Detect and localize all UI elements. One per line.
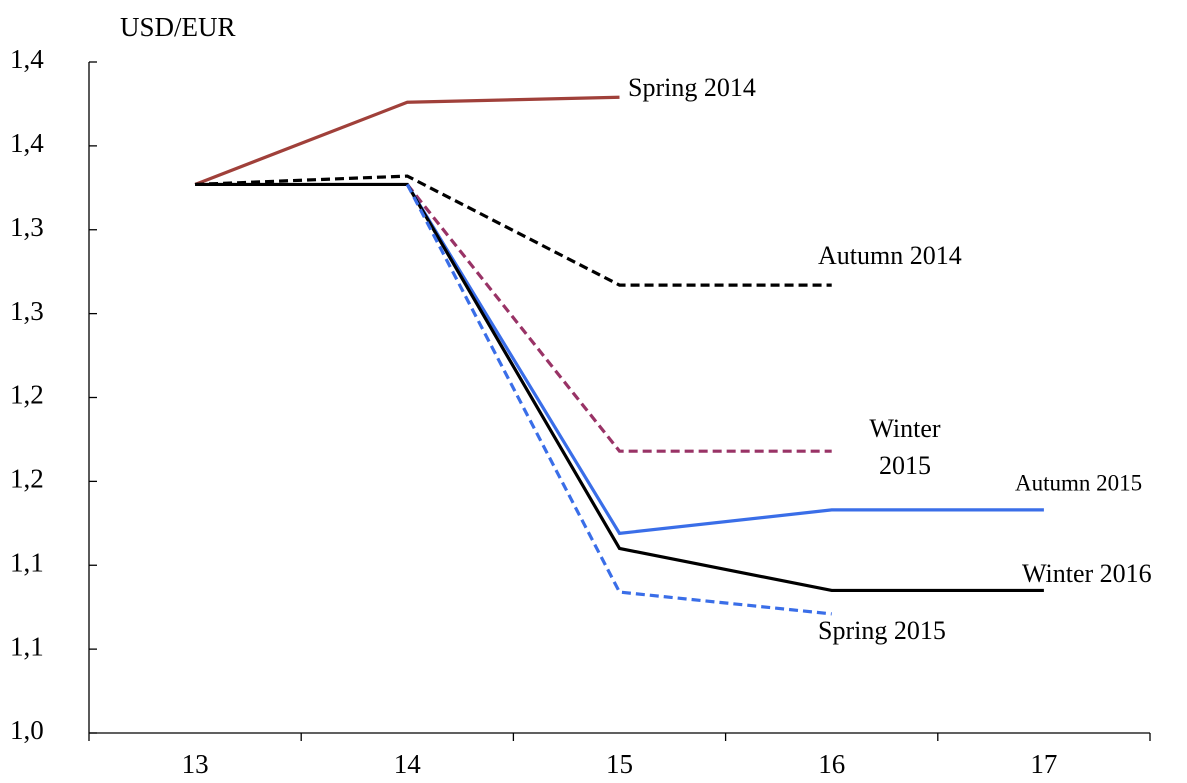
y-tick-label: 1,2 bbox=[10, 464, 44, 494]
y-tick-label: 1,4 bbox=[10, 44, 44, 74]
y-tick-label: 1,3 bbox=[10, 212, 44, 242]
series-line bbox=[405, 183, 1044, 536]
y-tick-label: 1,4 bbox=[10, 128, 44, 158]
x-tick-label: 14 bbox=[394, 749, 422, 779]
series-line bbox=[406, 183, 832, 453]
series-line bbox=[194, 95, 620, 186]
y-tick-label: 1,2 bbox=[10, 380, 44, 410]
series-line bbox=[195, 174, 832, 287]
x-tick-label: 16 bbox=[818, 749, 845, 779]
y-tick-label: 1,1 bbox=[10, 547, 44, 577]
series-label: Spring 2014 bbox=[628, 73, 756, 102]
y-tick-label: 1,1 bbox=[10, 631, 44, 661]
y-tick-label: 1,3 bbox=[10, 296, 44, 326]
series-line bbox=[195, 182, 1044, 593]
series-label: Autumn 2014 bbox=[818, 241, 962, 270]
x-tick-label: 13 bbox=[182, 749, 209, 779]
series-label-box: Winter 2015 bbox=[869, 414, 941, 480]
series-label: Winter 2016 bbox=[1022, 559, 1152, 588]
x-tick-label: 15 bbox=[606, 749, 633, 779]
series-label: Spring 2015 bbox=[818, 616, 946, 645]
x-tick-label: 17 bbox=[1030, 749, 1057, 779]
chart-title: USD/EUR bbox=[120, 12, 236, 42]
series-label: Winter 2015 bbox=[869, 414, 941, 480]
y-tick-label: 1,0 bbox=[10, 715, 44, 745]
series-label: Autumn 2015 bbox=[1015, 470, 1142, 495]
